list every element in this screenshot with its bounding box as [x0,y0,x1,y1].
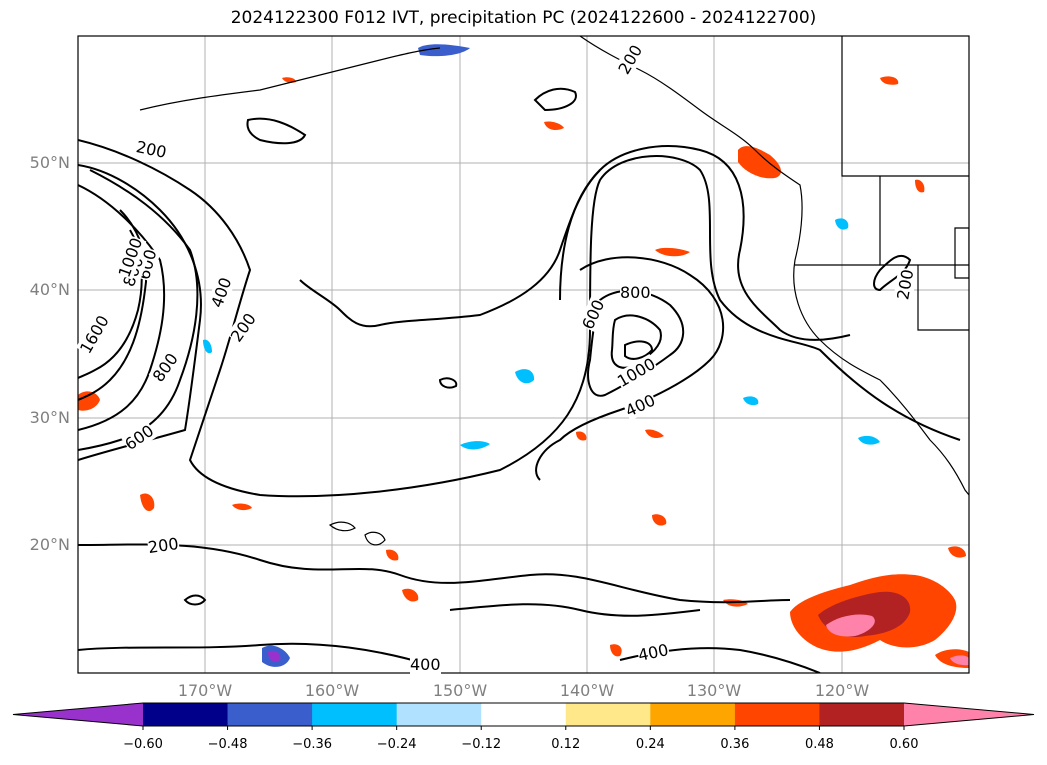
colorbar-segment [565,703,651,726]
colorbar-tick: −0.60 [123,737,163,752]
colorbar-segment [819,703,905,726]
colorbar-segment [396,703,482,726]
precip-fill [78,44,969,668]
colorbar-segment [227,703,313,726]
lon-label-140w: 140°W [559,681,615,700]
map-frame [77,35,970,674]
contour-label-400: 400 [410,655,441,674]
colorbar-segment [734,703,820,726]
colorbar-segment [481,703,567,726]
colorbar-extend-low [13,703,143,726]
lat-label-40n: 40°N [29,280,70,299]
colorbar-tick: −0.24 [376,737,417,752]
colorbar-segment [650,703,736,726]
map-title: 2024122300 F012 IVT, precipitation PC (2… [230,8,817,28]
lon-label-160w: 160°W [304,681,360,700]
map-area [78,36,969,673]
lon-label-150w: 150°W [432,681,488,700]
colorbar-extend-high [904,703,1034,726]
colorbar-tick: 0.24 [635,737,665,752]
lon-label-120w: 120°W [814,681,870,700]
colorbar-tick: 0.36 [720,737,750,752]
colorbar-tick: −0.36 [292,737,333,752]
lat-label-30n: 30°N [29,408,70,427]
colorbar-segment [312,703,398,726]
lat-label-20n: 20°N [29,535,70,554]
lat-label-50n: 50°N [29,153,70,172]
colorbar-segment [143,703,229,726]
colorbar [12,702,1035,730]
colorbar-tick: −0.12 [461,737,502,752]
colorbar-tick: 0.12 [551,737,581,752]
coastlines [139,36,969,546]
contour-label-800: 800 [620,283,651,302]
lon-label-130w: 130°W [686,681,742,700]
colorbar-tick: 0.48 [804,737,834,752]
colorbar-tick: 0.60 [889,737,919,752]
colorbar-tick: −0.48 [207,737,248,752]
lon-label-170w: 170°W [177,681,233,700]
